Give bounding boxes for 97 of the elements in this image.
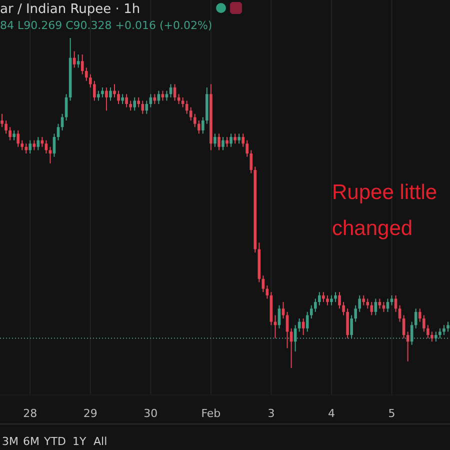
candlestick	[109, 87, 112, 102]
candlestick	[398, 304, 402, 322]
candlestick	[418, 308, 422, 322]
x-tick-label: 28	[23, 407, 38, 420]
candlestick	[137, 96, 140, 108]
candlestick	[201, 116, 204, 134]
candlestick	[242, 133, 244, 148]
candlestick	[330, 294, 333, 306]
candlestick	[358, 294, 362, 312]
candlestick	[390, 294, 394, 306]
candlestick	[302, 318, 305, 336]
candlestick	[290, 328, 293, 368]
candlestick	[193, 113, 196, 128]
candlestick	[141, 100, 144, 114]
candlestick	[250, 150, 253, 174]
candlestick	[16, 130, 20, 148]
candlestick	[93, 80, 96, 102]
candlestick	[88, 74, 92, 88]
candlestick	[165, 90, 168, 102]
candlestick	[354, 304, 357, 322]
text: 3M	[2, 435, 18, 448]
text: 1Y	[72, 435, 86, 448]
candlestick	[430, 331, 434, 342]
candlestick	[434, 331, 438, 342]
text: YTD	[43, 435, 66, 448]
candlestick	[113, 84, 116, 98]
candlestick	[189, 106, 192, 121]
candlestick	[226, 136, 228, 148]
candlestick	[350, 314, 353, 339]
candlestick	[234, 133, 236, 144]
candlestick	[24, 143, 28, 154]
candlestick	[214, 133, 216, 148]
chart-title: ar / Indian Rupee · 1h	[0, 2, 140, 17]
candlestick	[97, 90, 100, 102]
candlestick	[338, 292, 341, 310]
candlestick	[145, 100, 148, 114]
candlestick	[374, 298, 378, 316]
candlestick	[346, 308, 349, 339]
x-tick-label: Feb	[201, 407, 221, 420]
candlestick	[4, 120, 8, 134]
x-tick-label: 4	[328, 407, 335, 420]
candlestick	[414, 308, 418, 329]
candlestick	[370, 302, 374, 316]
candlestick	[197, 120, 200, 134]
candlestick	[117, 90, 120, 104]
text: All	[94, 435, 108, 448]
candlestick	[238, 133, 240, 144]
candlestick	[442, 324, 446, 336]
candlestick	[218, 133, 220, 151]
candlestick	[230, 133, 232, 148]
candlestick	[121, 94, 124, 104]
candlestick	[56, 123, 60, 141]
candlestick	[222, 136, 224, 151]
candlestick	[105, 87, 108, 112]
candlestick	[20, 140, 24, 151]
candlestick	[32, 140, 36, 151]
candlestick	[125, 94, 128, 108]
candlestick	[133, 96, 136, 112]
candlestick	[366, 298, 370, 310]
candlestick	[306, 311, 309, 332]
candlestick	[80, 54, 84, 75]
text: 6M	[23, 435, 40, 448]
candlestick	[310, 304, 313, 319]
candlestick	[426, 324, 430, 339]
candlestick	[438, 328, 442, 339]
annotation: Rupee little changed	[332, 181, 438, 240]
candlestick	[60, 113, 64, 131]
candlestick	[0, 113, 4, 128]
candlestick	[84, 67, 88, 82]
x-tick-label: 3	[268, 407, 275, 420]
x-tick-label: 30	[144, 407, 158, 420]
candlestick	[422, 314, 426, 332]
candlestick	[8, 126, 12, 141]
candlestick	[342, 302, 345, 316]
x-tick-label: 5	[388, 407, 396, 420]
candlestick	[246, 140, 249, 158]
candlestick	[378, 298, 382, 310]
candlestick	[12, 130, 16, 141]
candlestick	[334, 292, 337, 302]
candlestick	[446, 321, 450, 332]
x-tick-label: 29	[83, 407, 98, 420]
candlestick	[326, 294, 329, 306]
candlestick	[394, 294, 398, 312]
candlestick	[262, 275, 265, 293]
candlestick	[362, 294, 366, 306]
candlestick	[173, 84, 176, 102]
candlestick	[318, 292, 321, 306]
chart-subtitle: 84 L90.269 C90.328 +0.016 (+0.02%)	[0, 19, 212, 32]
candlestick	[322, 292, 325, 302]
candlestick	[48, 146, 52, 164]
candlestick	[28, 140, 32, 154]
candlestick	[181, 96, 184, 108]
candlestick	[101, 87, 104, 98]
candlestick	[314, 298, 317, 312]
candlestick	[161, 90, 164, 102]
candlestick	[76, 54, 80, 68]
candlestick	[129, 100, 132, 112]
